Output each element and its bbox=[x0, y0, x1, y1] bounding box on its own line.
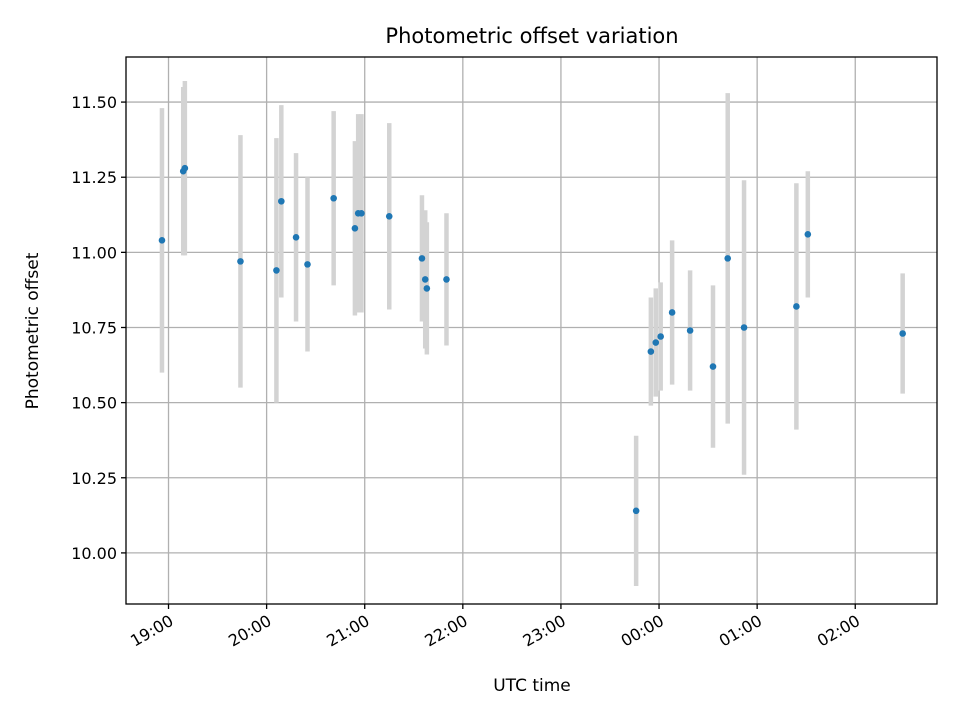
x-tick-label: 01:00 bbox=[716, 611, 765, 651]
data-point bbox=[237, 258, 244, 265]
data-point bbox=[793, 303, 800, 310]
x-axis-label: UTC time bbox=[493, 676, 571, 696]
x-tick-label: 21:00 bbox=[323, 611, 372, 651]
x-axis-ticks: 19:00 20:00 21:00 22:00 23:00 00:00 01:00 02:00 bbox=[127, 604, 863, 651]
data-point bbox=[292, 234, 300, 241]
plot-frame bbox=[125, 56, 938, 605]
data-point bbox=[686, 327, 694, 334]
data-point bbox=[385, 212, 393, 220]
data-point bbox=[358, 209, 365, 217]
data-point bbox=[668, 309, 676, 316]
x-tick-label: 23:00 bbox=[519, 611, 568, 651]
data-point bbox=[273, 267, 280, 274]
data-point bbox=[724, 255, 732, 262]
grid bbox=[126, 57, 937, 604]
data-point bbox=[443, 276, 450, 283]
y-tick-label: 10.50 bbox=[71, 394, 117, 413]
data-point bbox=[709, 363, 717, 370]
data-point bbox=[304, 261, 311, 268]
data-point bbox=[181, 164, 189, 172]
x-tick-label: 02:00 bbox=[814, 611, 863, 651]
data-point bbox=[330, 194, 337, 202]
x-tick-label: 20:00 bbox=[225, 611, 274, 651]
y-tick-label: 10.25 bbox=[71, 469, 117, 488]
data-point bbox=[804, 231, 812, 238]
x-tick-label: 00:00 bbox=[618, 611, 667, 651]
data-point bbox=[899, 330, 906, 337]
data-point bbox=[652, 339, 660, 346]
data-point bbox=[278, 197, 285, 205]
data-point bbox=[423, 285, 431, 292]
y-tick-label: 10.75 bbox=[71, 318, 117, 337]
data-points bbox=[158, 164, 906, 515]
data-point bbox=[421, 276, 429, 283]
y-tick-label: 10.00 bbox=[71, 544, 117, 563]
data-point bbox=[632, 507, 640, 515]
chart-title: Photometric offset variation bbox=[385, 24, 678, 48]
x-tick-label: 19:00 bbox=[127, 611, 176, 651]
data-point bbox=[647, 348, 655, 355]
data-point bbox=[158, 237, 166, 244]
x-tick-label: 22:00 bbox=[421, 611, 470, 651]
y-axis-label: Photometric offset bbox=[23, 252, 43, 409]
data-point bbox=[418, 255, 426, 262]
data-point bbox=[740, 324, 748, 331]
y-tick-label: 11.00 bbox=[71, 243, 117, 262]
y-tick-label: 11.25 bbox=[71, 168, 117, 187]
error-bars bbox=[159, 81, 905, 586]
y-axis-ticks: 10.00 10.25 10.50 10.75 11.00 11.25 11.50 bbox=[71, 93, 126, 563]
y-tick-label: 11.50 bbox=[71, 93, 117, 112]
data-point bbox=[351, 225, 359, 232]
data-point bbox=[657, 333, 664, 340]
